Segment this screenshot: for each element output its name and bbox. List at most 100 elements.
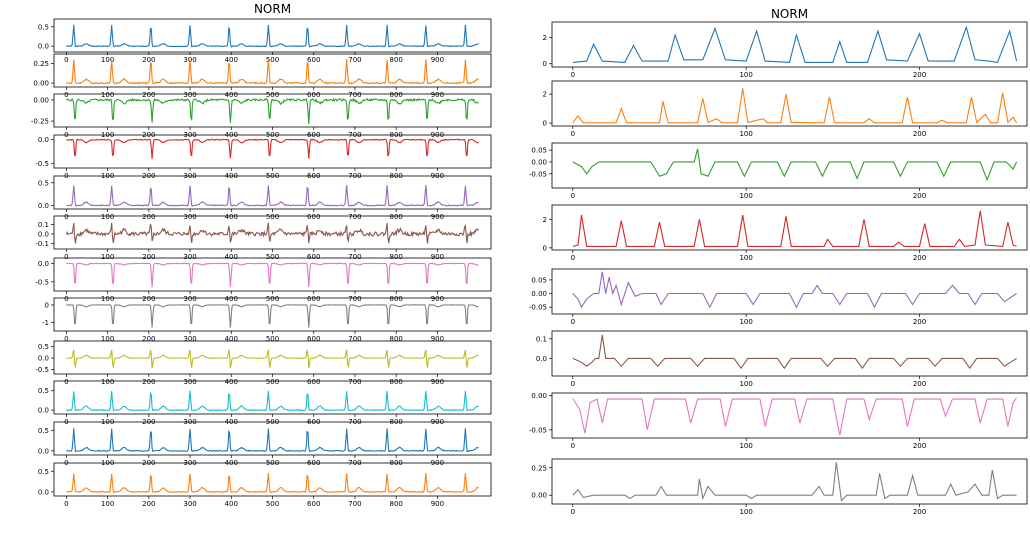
- x-tick-label: 100: [101, 295, 114, 303]
- x-tick-label: 200: [913, 130, 926, 138]
- x-tick-label: 0: [571, 130, 575, 138]
- y-tick-label: -1: [42, 319, 49, 327]
- panel-4: 200 100 200: [543, 204, 1028, 262]
- panel-frame: [551, 21, 1028, 68]
- x-tick-label: 200: [913, 380, 926, 388]
- y-tick-label: 0.00: [33, 80, 49, 88]
- x-tick-label: 0: [64, 295, 68, 303]
- x-tick-label: 600: [307, 56, 320, 64]
- panel-11: 0.50.00 100 200 300 400 500 600 700 800 900: [38, 421, 492, 467]
- x-tick-label: 0: [64, 500, 68, 508]
- x-tick-label: 600: [307, 213, 320, 221]
- x-tick-label: 100: [739, 192, 752, 200]
- series-line: [572, 25, 1018, 64]
- y-tick-label: 0.0: [38, 447, 49, 455]
- panel-frame: [551, 458, 1028, 505]
- y-tick-label: -0.05: [529, 304, 547, 312]
- y-tick-label: -0.5: [35, 366, 49, 374]
- panel-frame: [551, 392, 1028, 439]
- y-tick-label: 0.0: [38, 202, 49, 210]
- y-tick-label: 0.25: [531, 464, 547, 472]
- panel-9: 0.5 0.0 -0.5 0 100 200 300 400 500 600 700 800 900: [35, 340, 492, 386]
- x-tick-label: 600: [307, 335, 320, 343]
- y-tick-label: 0: [543, 120, 547, 128]
- y-tick-label: 0.5: [38, 468, 49, 476]
- x-tick-label: 100: [101, 91, 114, 99]
- x-tick-label: 400: [225, 213, 238, 221]
- series-line: [66, 184, 479, 207]
- x-tick-label: 800: [389, 213, 402, 221]
- x-tick-label: 800: [389, 335, 402, 343]
- x-tick-label: 100: [101, 253, 114, 261]
- y-tick-label: 0.25: [33, 60, 49, 68]
- panel-4: 0.0-0.50 100 200 300 400 500 600 700 800 900: [35, 134, 492, 180]
- x-tick-label: 200: [913, 508, 926, 516]
- x-tick-label: 0: [571, 442, 575, 450]
- x-tick-label: 100: [739, 130, 752, 138]
- panel-6: 0.10.0 -0.1 0 100 200 300 400 500 600 700 800 900: [35, 215, 492, 261]
- x-tick-label: 700: [348, 378, 361, 386]
- x-tick-label: 700: [348, 335, 361, 343]
- panel-8: 0.25 0.00 0 100 200: [531, 458, 1028, 516]
- x-tick-label: 200: [142, 213, 155, 221]
- series-line: [572, 271, 1017, 309]
- x-tick-label: 400: [225, 295, 238, 303]
- x-tick-label: 700: [348, 213, 361, 221]
- series-line: [572, 210, 1017, 247]
- y-tick-label: 0: [45, 301, 49, 309]
- y-tick-label: 0.5: [38, 179, 49, 187]
- y-tick-label: 0.5: [38, 343, 49, 351]
- series-line: [572, 88, 1018, 124]
- x-tick-label: 900: [431, 335, 444, 343]
- y-tick-label: -0.25: [31, 118, 49, 126]
- series-line: [66, 138, 480, 159]
- x-tick-label: 100: [739, 442, 752, 450]
- x-tick-label: 600: [307, 295, 320, 303]
- y-tick-label: 0: [543, 244, 547, 252]
- x-tick-label: 800: [389, 91, 402, 99]
- series-line: [572, 334, 1017, 370]
- panel-frame: [551, 204, 1028, 251]
- x-tick-label: 0: [64, 213, 68, 221]
- y-tick-label: 0.00: [531, 290, 547, 298]
- y-tick-label: 0: [543, 60, 547, 68]
- x-tick-label: 700: [348, 295, 361, 303]
- x-tick-label: 200: [142, 56, 155, 64]
- x-tick-label: 500: [266, 56, 279, 64]
- x-tick-label: 100: [739, 318, 752, 326]
- x-tick-label: 900: [431, 500, 444, 508]
- x-tick-label: 100: [101, 56, 114, 64]
- series-line: [66, 304, 479, 328]
- x-tick-label: 100: [101, 500, 114, 508]
- panel-1: 0.50.00 100 200 300 400 500 600 700 800 900: [38, 18, 492, 64]
- x-tick-label: 700: [348, 56, 361, 64]
- series-line: [66, 390, 479, 412]
- y-tick-label: 0.0: [38, 136, 49, 144]
- x-tick-label: 100: [739, 254, 752, 262]
- x-tick-label: 400: [225, 335, 238, 343]
- series-line: [66, 428, 479, 453]
- panel-frame: [551, 330, 1028, 377]
- series-line: [66, 59, 479, 85]
- x-tick-label: 800: [389, 378, 402, 386]
- x-tick-label: 0: [571, 380, 575, 388]
- panel-2: 200 100 200: [543, 80, 1028, 138]
- x-tick-label: 100: [101, 378, 114, 386]
- x-tick-label: 100: [739, 508, 752, 516]
- y-tick-label: 0.00: [531, 158, 547, 166]
- chart-title: NORM: [771, 7, 808, 21]
- x-tick-label: 900: [431, 295, 444, 303]
- series-line: [65, 222, 479, 244]
- x-tick-label: 500: [266, 295, 279, 303]
- x-tick-label: 500: [266, 213, 279, 221]
- y-tick-label: 0.00: [33, 96, 49, 104]
- panel-7: 0.0 -0.5 0 100 200 300 400 500 600 700 800 900: [35, 257, 492, 303]
- series-line: [66, 24, 479, 48]
- y-tick-label: -0.5: [35, 160, 49, 168]
- y-tick-label: 2: [543, 216, 547, 224]
- x-tick-label: 700: [348, 253, 361, 261]
- x-tick-label: 300: [183, 253, 196, 261]
- y-tick-label: -0.5: [35, 278, 49, 286]
- y-tick-label: 0.0: [38, 355, 49, 363]
